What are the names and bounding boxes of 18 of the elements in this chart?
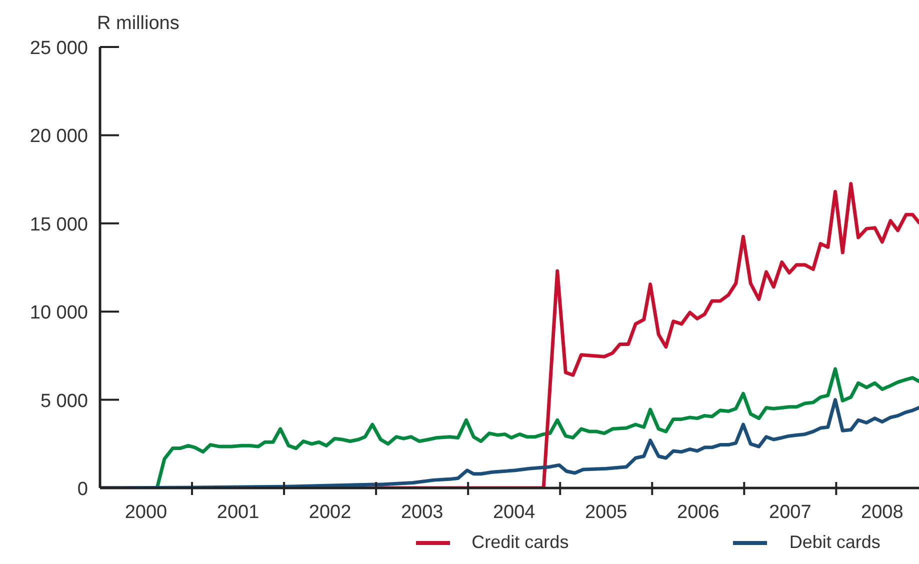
x-tick-label: 2002 [308,502,352,523]
x-tick-label: 2001 [216,502,260,523]
x-tick-label: 2006 [677,502,720,523]
x-tick-label: 2007 [769,502,812,523]
y-axis-title: R millions [97,13,180,35]
legend-label: Credit cards [472,532,569,553]
x-tick-label: 2000 [124,502,168,523]
x-tick-label: 2008 [861,502,904,523]
x-tick-label: 2004 [492,502,536,523]
y-tick-label: 20 000 [30,126,88,148]
y-tick-label: 15 000 [30,214,88,236]
legend-label: Debit cards [789,532,880,553]
y-tick-label: 25 000 [30,38,88,59]
y-tick-label: 10 000 [30,302,88,324]
x-tick-label: 2003 [400,502,444,523]
y-tick-label: 5 000 [40,390,88,412]
x-tick-label: 2005 [584,502,628,523]
y-tick-label: 0 [77,479,88,500]
